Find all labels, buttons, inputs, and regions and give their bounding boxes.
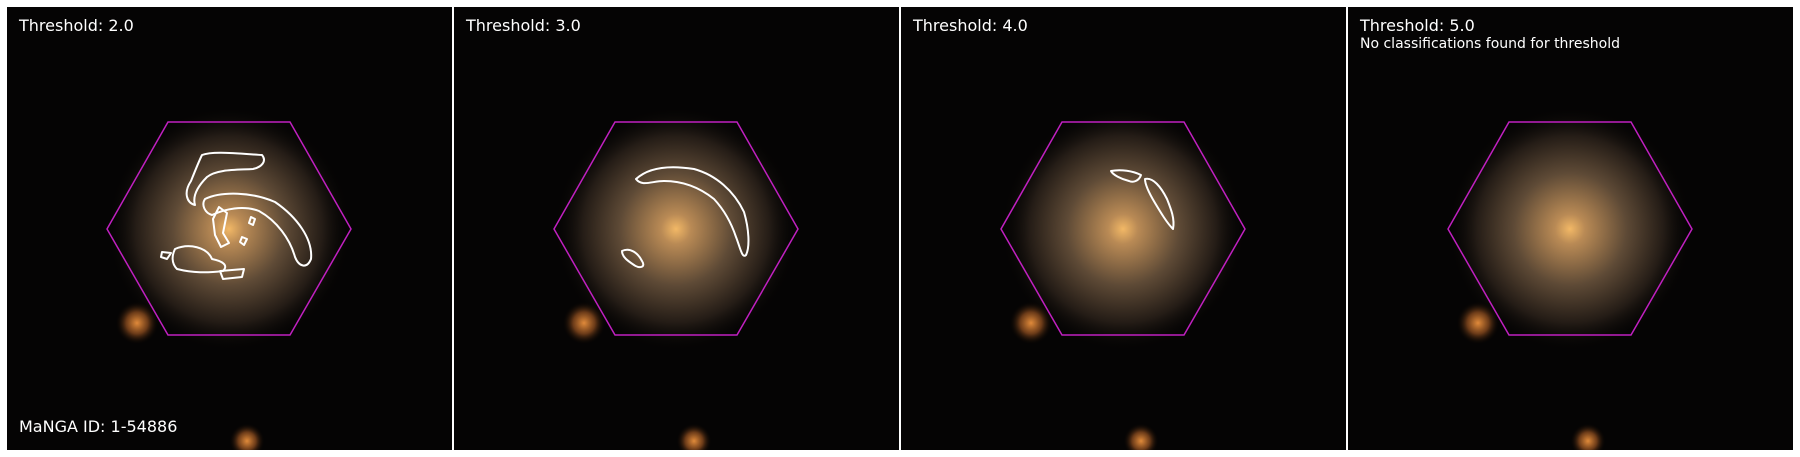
image-panel-threshold-2: Threshold: 2.0 MaNGA ID: 1-54886 — [7, 7, 452, 450]
galaxy — [998, 104, 1248, 354]
foreground-star — [1570, 423, 1606, 450]
foreground-star — [1009, 301, 1053, 345]
image-panel-threshold-5: Threshold: 5.0 No classifications found … — [1348, 7, 1793, 450]
galaxy-image — [901, 7, 1346, 450]
galaxy — [1445, 104, 1695, 354]
image-panel-threshold-4: Threshold: 4.0 — [901, 7, 1346, 450]
foreground-star — [676, 423, 712, 450]
galaxy — [104, 104, 354, 354]
ifu-hexagon — [553, 121, 799, 336]
foreground-star — [1123, 423, 1159, 450]
foreground-star — [1456, 301, 1500, 345]
contour-t3 — [621, 166, 750, 269]
panel-title: Threshold: 4.0 — [913, 16, 1028, 35]
panel-title: Threshold: 3.0 — [466, 16, 581, 35]
galaxy — [551, 104, 801, 354]
panel-title: Threshold: 2.0 — [19, 16, 134, 35]
image-panel-threshold-3: Threshold: 3.0 — [454, 7, 899, 450]
manga-id-label: MaNGA ID: 1-54886 — [19, 417, 178, 436]
ifu-hexagon — [1447, 121, 1693, 336]
foreground-star — [115, 301, 159, 345]
panel-note: No classifications found for threshold — [1360, 36, 1620, 52]
ifu-hexagon — [106, 121, 352, 336]
galaxy-image — [454, 7, 899, 450]
foreground-star — [562, 301, 606, 345]
contour-t2 — [160, 151, 313, 280]
galaxy-image — [7, 7, 452, 450]
ifu-hexagon — [1000, 121, 1246, 336]
foreground-star — [229, 423, 265, 450]
panel-title: Threshold: 5.0 — [1360, 16, 1475, 35]
galaxy-image — [1348, 7, 1793, 450]
contour-t4 — [1110, 169, 1175, 230]
